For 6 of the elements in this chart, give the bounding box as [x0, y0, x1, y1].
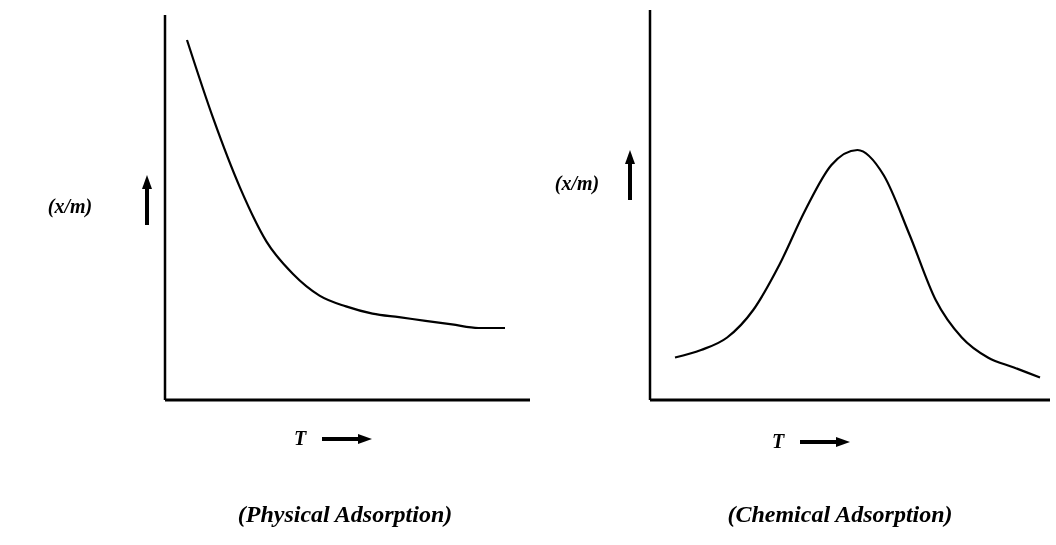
y-axis-title: (x/m) [554, 172, 600, 195]
x-axis-title: T [771, 430, 785, 452]
y-axis-title: (x/m) [47, 195, 93, 218]
x-axis-title: T [293, 427, 307, 449]
text: (Physical Adsorption) [237, 501, 453, 527]
text: (Chemical Adsorption) [727, 501, 953, 527]
